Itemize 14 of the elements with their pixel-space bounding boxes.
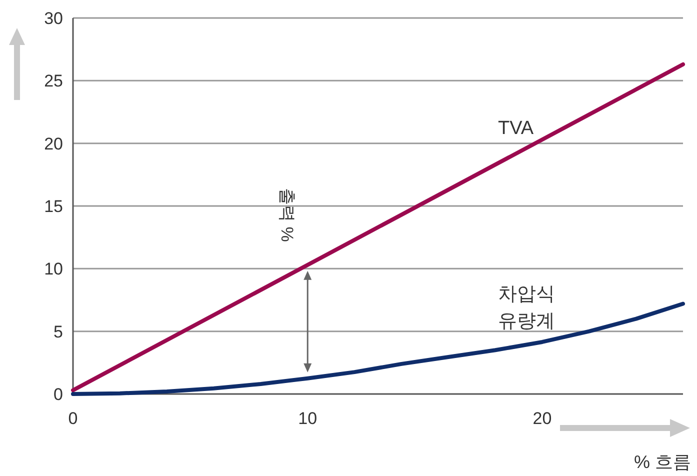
series-label: 차압식 유량계 (498, 284, 555, 332)
y-tick-label: 25 (44, 72, 63, 91)
y-axis-title: 출력 % (278, 188, 297, 242)
y-tick-label: 5 (54, 322, 63, 342)
x-axis-title: % 흐름 (634, 452, 691, 472)
x-tick-label: 0 (68, 409, 78, 428)
y-tick-label: 10 (44, 260, 63, 279)
y-tick-label: 0 (54, 385, 63, 404)
y-tick-label: 15 (44, 197, 63, 216)
x-tick-label: 10 (298, 409, 318, 428)
x-tick-label: 20 (532, 409, 552, 428)
y-tick-label: 20 (44, 134, 63, 154)
y-tick-label: 30 (44, 9, 63, 28)
series-label: TVA (498, 118, 534, 139)
